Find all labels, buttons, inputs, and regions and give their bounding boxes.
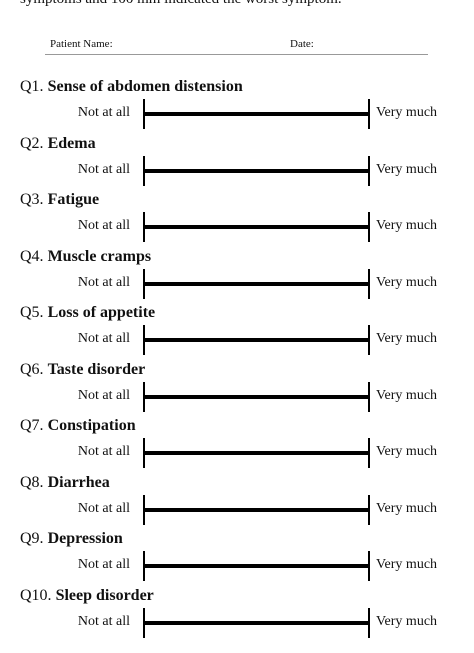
scale-line: [144, 394, 370, 399]
scale-left-label: Not at all: [77, 444, 130, 459]
scale-tick-left: [143, 438, 145, 468]
scale-left-label: Not at all: [77, 161, 130, 177]
question-title: Q9. Depression: [20, 530, 123, 548]
question-title: Q5. Loss of appetite: [20, 304, 155, 322]
question-text: Sense of abdomen distension: [47, 78, 243, 95]
scale-tick-left: [143, 551, 145, 581]
scale-right-label: Very much: [376, 444, 438, 459]
scale-tick-left: [143, 325, 145, 355]
scale-tick-right: [368, 212, 370, 242]
scale-left-label: Not at all: [77, 613, 130, 629]
question-number: Q9.: [20, 530, 44, 547]
question-text: Sleep disorder: [55, 586, 154, 604]
question-title: Q3. Fatigue: [20, 191, 99, 209]
scale-left-label: Not at all: [77, 274, 130, 290]
question-number: Q5.: [20, 304, 44, 321]
scale-tick-right: [368, 551, 370, 581]
question-number: Q7.: [20, 417, 44, 434]
scale-right-label: Very much: [376, 274, 438, 290]
question-text: Muscle cramps: [47, 247, 152, 265]
scale-tick-right: [368, 155, 370, 186]
scale-left-label: Not at all: [77, 500, 130, 516]
scale-line: [144, 338, 370, 342]
scale-line: [144, 168, 370, 173]
scale-right-label: Very much: [376, 161, 438, 177]
question-text: Taste disorder: [47, 360, 146, 378]
question-text: Fatigue: [47, 191, 100, 208]
question-title: Q6. Taste disorder: [20, 361, 145, 379]
scale-tick-right: [368, 325, 370, 355]
scale-left-label: Not at all: [77, 218, 130, 233]
question-number: Q4.: [20, 247, 44, 265]
scale-tick-left: [143, 381, 145, 412]
scale-right-label: Very much: [376, 387, 438, 403]
scale-right-label: Very much: [376, 613, 438, 629]
question-number: Q8.: [20, 473, 44, 491]
scale-tick-left: [143, 212, 145, 242]
scale-right-label: Very much: [376, 500, 438, 516]
question-text: Edema: [47, 134, 96, 152]
question-title: Q8. Diarrhea: [20, 474, 110, 492]
scale-right-label: Very much: [376, 331, 438, 346]
scale-left-label: Not at all: [77, 557, 130, 572]
patient-name-label: Patient Name:: [50, 38, 113, 50]
scale-tick-left: [143, 268, 145, 299]
question-number: Q6.: [20, 360, 44, 378]
scale-line: [144, 451, 370, 455]
date-label: Date:: [290, 38, 314, 50]
question-number: Q10.: [20, 586, 52, 604]
question-text: Depression: [47, 530, 123, 547]
question-title: Q7. Constipation: [20, 417, 136, 435]
scale-tick-right: [368, 381, 370, 412]
question-title: Q10. Sleep disorder: [20, 587, 154, 605]
scale-left-label: Not at all: [77, 105, 130, 120]
scale-left-label: Not at all: [77, 387, 130, 403]
scale-tick-left: [143, 155, 145, 186]
scale-tick-right: [368, 268, 370, 299]
question-title: Q4. Muscle cramps: [20, 248, 151, 266]
question-number: Q3.: [20, 191, 44, 208]
scale-tick-left: [143, 494, 145, 525]
scale-right-label: Very much: [376, 105, 438, 120]
question-text: Loss of appetite: [47, 304, 156, 321]
question-text: Diarrhea: [47, 473, 110, 491]
question-text: Constipation: [47, 417, 136, 434]
scale-line: [144, 620, 370, 625]
question-number: Q2.: [20, 134, 44, 152]
scale-line: [144, 112, 370, 116]
scale-right-label: Very much: [376, 218, 438, 233]
scale-tick-right: [368, 99, 370, 129]
intro-text: symptoms and 100 mm indicated the worst …: [20, 0, 342, 8]
scale-left-label: Not at all: [77, 331, 130, 346]
scale-line: [144, 281, 370, 286]
scale-tick-right: [368, 438, 370, 468]
scale-line: [144, 225, 370, 229]
scale-line: [144, 564, 370, 568]
scale-tick-right: [368, 607, 370, 638]
scale-right-label: Very much: [376, 557, 438, 572]
header-rule: [45, 54, 428, 55]
question-number: Q1.: [20, 78, 44, 95]
question-title: Q2. Edema: [20, 135, 96, 153]
scale-tick-right: [368, 494, 370, 525]
question-title: Q1. Sense of abdomen distension: [20, 78, 243, 96]
scale-tick-left: [143, 607, 145, 638]
scale-tick-left: [143, 99, 145, 129]
scale-line: [144, 507, 370, 512]
